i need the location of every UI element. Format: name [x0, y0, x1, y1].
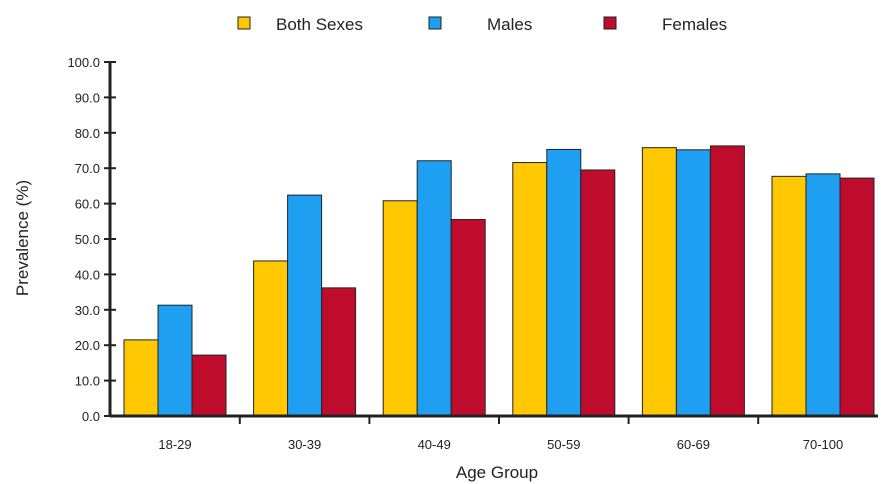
legend-swatch-females — [603, 16, 617, 30]
bar-females-50-59 — [580, 169, 616, 417]
y-tick-label: 40.0 — [75, 267, 100, 282]
bar-both-sexes-70-100 — [771, 175, 807, 417]
legend: Both Sexes Males Females — [237, 15, 727, 34]
bar-males-18-29 — [157, 304, 193, 417]
y-tick-label: 30.0 — [75, 303, 100, 318]
bar-females-70-100 — [839, 177, 875, 417]
legend-swatch-males — [428, 16, 442, 30]
bar-males-70-100 — [805, 173, 841, 417]
x-tick-label: 50-59 — [547, 437, 580, 452]
y-axis-title: Prevalence (%) — [13, 180, 32, 296]
bar-females-30-39 — [321, 287, 357, 417]
x-tick-label: 70-100 — [803, 437, 843, 452]
y-tick-label: 50.0 — [75, 232, 100, 247]
bar-both-sexes-50-59 — [512, 162, 548, 417]
legend-label-males: Males — [487, 15, 532, 34]
x-tick-label: 18-29 — [158, 437, 191, 452]
bar-males-50-59 — [546, 148, 582, 417]
bars — [123, 145, 875, 417]
bar-males-40-49 — [416, 160, 452, 417]
bar-both-sexes-60-69 — [641, 147, 677, 417]
y-tick-label: 20.0 — [75, 338, 100, 353]
y-tick-label: 0.0 — [82, 409, 100, 424]
y-tick-label: 10.0 — [75, 374, 100, 389]
legend-label-both-sexes: Both Sexes — [276, 15, 363, 34]
bar-females-60-69 — [709, 145, 745, 417]
y-axis: 0.0 10.0 20.0 30.0 40.0 50.0 60.0 70.0 80.0 90.0 1… — [67, 55, 116, 424]
y-tick-label: 80.0 — [75, 126, 100, 141]
bar-females-18-29 — [191, 354, 227, 417]
y-tick-label: 100.0 — [67, 55, 100, 70]
x-tick-label: 60-69 — [677, 437, 710, 452]
bar-both-sexes-18-29 — [123, 339, 159, 417]
x-axis-title: Age Group — [456, 463, 538, 482]
y-tick-label: 70.0 — [75, 161, 100, 176]
x-tick-label: 40-49 — [418, 437, 451, 452]
bar-females-40-49 — [450, 219, 486, 417]
y-tick-label: 60.0 — [75, 197, 100, 212]
x-tick-label: 30-39 — [288, 437, 321, 452]
y-tick-label: 90.0 — [75, 90, 100, 105]
bar-both-sexes-40-49 — [382, 200, 418, 417]
legend-swatch-both-sexes — [237, 16, 251, 30]
bar-males-60-69 — [675, 149, 711, 417]
legend-label-females: Females — [662, 15, 727, 34]
bar-males-30-39 — [287, 194, 323, 417]
x-axis: 18-29 30-39 40-49 50-59 60-69 70-100 — [110, 414, 878, 452]
bar-both-sexes-30-39 — [253, 260, 289, 417]
